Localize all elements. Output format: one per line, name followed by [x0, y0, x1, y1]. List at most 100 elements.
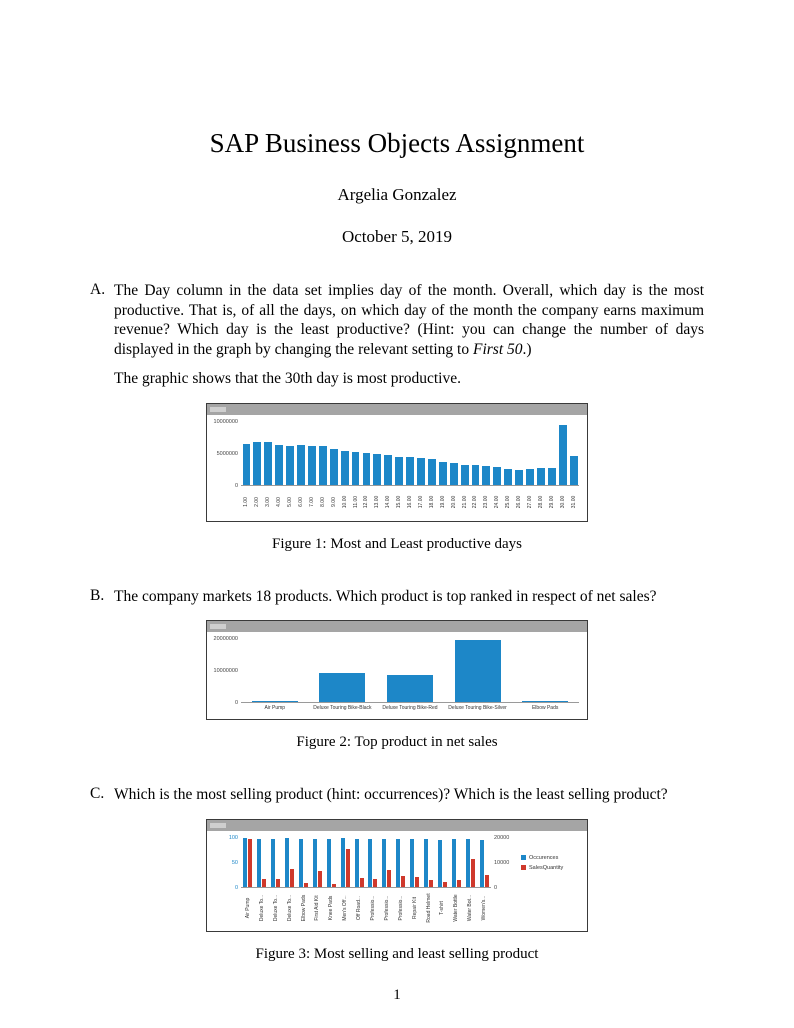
bar	[251, 701, 298, 703]
bar-salesquantity	[387, 870, 392, 887]
item-b-label: B.	[90, 586, 105, 604]
bar-salesquantity	[470, 858, 475, 887]
x-axis-label: 20.00	[450, 495, 457, 508]
chart-column: 28.00	[535, 422, 547, 517]
bar-occurences	[340, 838, 345, 887]
author-name: Argelia Gonzalez	[337, 185, 457, 204]
bar-occurences	[257, 838, 262, 887]
x-axis-label: 27.00	[527, 495, 534, 508]
bar-salesquantity	[331, 883, 336, 887]
x-axis-label: 29.00	[548, 495, 555, 508]
chart-column: 1.00	[241, 422, 252, 517]
chart-column: Deluxe To...	[254, 838, 269, 927]
bar	[449, 463, 458, 485]
bar	[547, 467, 556, 485]
chart-column: Professio...	[393, 838, 408, 927]
y-tick-label: 0	[234, 884, 238, 891]
y-axis: 0 10000000 20000000	[209, 636, 241, 706]
x-axis-label: Air Pump	[264, 705, 286, 712]
bar	[264, 442, 273, 485]
document-date: October 5, 2019	[341, 227, 452, 246]
y-tick-label: 10000000	[213, 418, 238, 425]
legend-item: Occurences	[521, 855, 579, 861]
bar	[427, 459, 436, 485]
chart-legend: Occurences SalesQuantity	[517, 838, 579, 888]
bar-occurences	[354, 838, 359, 887]
chart-column: 10.00	[339, 422, 351, 517]
chart-column: 20.00	[448, 422, 460, 517]
x-axis-label: 18.00	[428, 495, 435, 508]
bar-occurences	[465, 838, 470, 887]
figure-2-chart: 0 10000000 20000000 Air Pump Deluxe Touring…	[206, 620, 588, 721]
chart-body: 0 50 100 Air Pump Deluxe To... Deluxe To... D…	[207, 831, 587, 931]
bar-salesquantity	[248, 838, 253, 887]
chart-column: Repair Kit	[407, 838, 422, 927]
bar	[454, 640, 501, 703]
x-axis-label: Professio...	[397, 895, 404, 921]
chart-column: Elbow Pads	[511, 639, 579, 715]
x-axis-label: 2.00	[254, 496, 261, 507]
bar	[351, 452, 360, 485]
x-axis-label: 30.00	[559, 495, 566, 508]
x-axis-label: 17.00	[417, 495, 424, 508]
bar-occurences	[326, 839, 331, 887]
bar	[318, 446, 327, 485]
chart-column: Deluxe To...	[268, 838, 283, 927]
item-a-question: The Day column in the data set implies d…	[114, 281, 704, 359]
chart-column: Elbow Pads	[296, 838, 311, 927]
bar	[438, 461, 447, 485]
x-axis-label: 5.00	[287, 496, 294, 507]
bar-salesquantity	[276, 879, 281, 887]
chart-column: 7.00	[306, 422, 318, 517]
bar-occurences	[479, 839, 484, 887]
x-axis-label: 15.00	[396, 495, 403, 508]
x-axis-label: Deluxe To...	[286, 894, 293, 921]
chart-column: 4.00	[273, 422, 285, 517]
x-axis-label: Air Pump	[244, 897, 251, 918]
x-axis-label: Water Bottle	[453, 893, 460, 922]
chart-column: Water Bot...	[463, 838, 478, 927]
chart-column: 6.00	[295, 422, 307, 517]
chart-column: 18.00	[426, 422, 438, 517]
chart-column: Air Pump	[241, 639, 309, 715]
bar	[522, 701, 569, 703]
bar	[275, 444, 284, 485]
plot-area: Air Pump Deluxe Touring Bike-Black Deluxe …	[241, 639, 579, 715]
bar	[558, 424, 567, 485]
bar-occurences	[410, 839, 415, 887]
bar	[395, 456, 404, 485]
chart-header-chip	[210, 624, 226, 630]
bar	[537, 468, 545, 485]
document-title: SAP Business Objects Assignment	[209, 128, 585, 158]
x-axis-label: Road Helmet	[425, 893, 432, 923]
bar-occurences	[382, 838, 387, 887]
bar-salesquantity	[304, 882, 308, 887]
chart-column: 14.00	[382, 422, 394, 517]
x-axis-label: 31.00	[570, 495, 577, 508]
x-axis-label: Repair Kit	[411, 896, 418, 919]
item-a-italic-phrase: First 50	[473, 340, 523, 358]
bar-salesquantity	[345, 849, 350, 887]
plot-area: Air Pump Deluxe To... Deluxe To... Deluxe T…	[241, 837, 492, 927]
x-axis-label: 12.00	[363, 495, 370, 508]
chart-body: 0 10000000 20000000 Air Pump Deluxe Touring…	[207, 632, 587, 719]
chart-column: Men's Off...	[338, 838, 353, 927]
y-tick-label: 10000	[494, 859, 510, 866]
bar	[307, 445, 316, 485]
chart-column: 5.00	[284, 422, 296, 517]
x-axis-label: 7.00	[308, 496, 315, 507]
bar	[253, 441, 262, 485]
x-axis-label: Professio...	[383, 895, 390, 921]
bar	[286, 445, 294, 485]
y-tick-label: 10000000	[213, 668, 238, 675]
chart-column: Professio...	[366, 838, 380, 927]
bar-occurences	[451, 838, 456, 887]
legend-item: SalesQuantity	[521, 865, 579, 871]
x-axis-label: 3.00	[265, 496, 272, 507]
bar-occurences	[368, 839, 373, 887]
y-tick-label: 100	[228, 834, 238, 841]
chart-column: Deluxe Touring Bike-Red	[376, 639, 444, 715]
chart-header-bar	[207, 819, 587, 831]
bar-occurences	[424, 838, 429, 887]
